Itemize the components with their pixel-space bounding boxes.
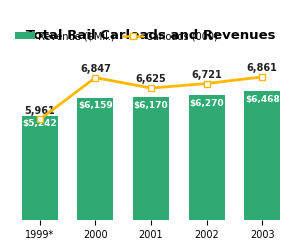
Legend: Revenue ($Mil.), Carloads (000): Revenue ($Mil.), Carloads (000) bbox=[11, 27, 222, 45]
Title: Total Rail Carloads and Revenues: Total Rail Carloads and Revenues bbox=[26, 30, 276, 43]
Text: 6,625: 6,625 bbox=[136, 74, 166, 85]
Text: 6,861: 6,861 bbox=[247, 63, 278, 73]
Text: 6,721: 6,721 bbox=[191, 70, 222, 80]
Text: $6,468: $6,468 bbox=[245, 95, 280, 104]
Bar bbox=[133, 97, 169, 220]
Text: 6,847: 6,847 bbox=[80, 64, 111, 74]
Text: 5,961: 5,961 bbox=[25, 106, 55, 116]
Bar bbox=[22, 116, 58, 220]
Bar bbox=[77, 98, 113, 220]
Text: $6,170: $6,170 bbox=[134, 101, 168, 110]
Bar bbox=[189, 95, 225, 220]
Text: $6,159: $6,159 bbox=[78, 101, 113, 110]
Text: $5,242: $5,242 bbox=[22, 119, 57, 128]
Text: $6,270: $6,270 bbox=[189, 99, 224, 108]
Bar bbox=[244, 91, 280, 220]
